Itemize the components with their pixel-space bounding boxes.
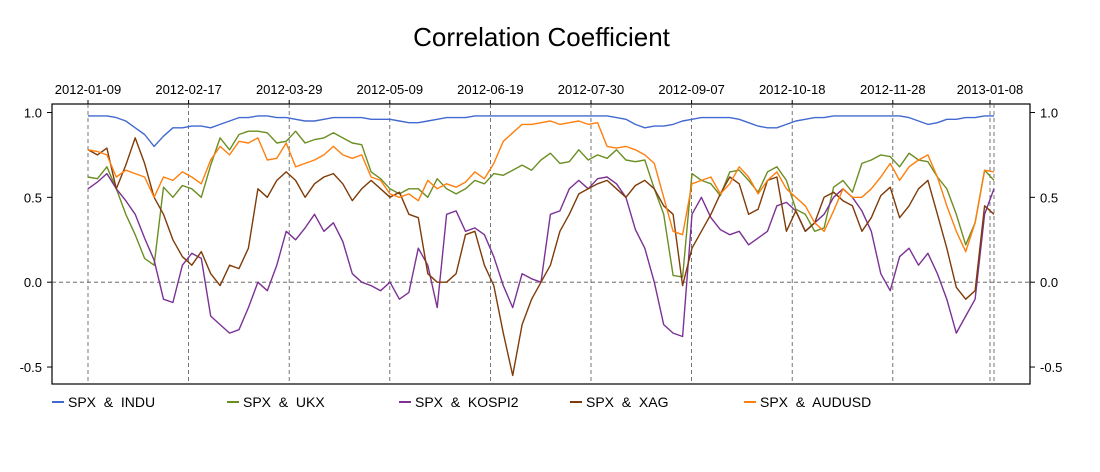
chart-title: Correlation Coefficient <box>413 22 670 52</box>
legend-label: SPX & UKX <box>243 394 325 410</box>
legend-label: SPX & XAG <box>586 394 669 410</box>
legend-item: SPX & KOSPI2 <box>399 394 519 410</box>
legend-swatch <box>570 401 582 403</box>
x-tick-label: 2012-06-19 <box>457 82 524 97</box>
legend-item: SPX & XAG <box>570 394 668 410</box>
legend-item: SPX & INDU <box>52 394 155 410</box>
legend-label: SPX & AUDUSD <box>760 394 872 410</box>
series-line <box>87 130 995 278</box>
y-tick-label-right: -0.5 <box>1040 360 1062 375</box>
y-tick-label-left: 1.0 <box>24 105 42 120</box>
x-tick-label: 2012-05-09 <box>357 82 424 97</box>
series-line <box>87 120 995 253</box>
y-tick-label-left: 0.0 <box>24 275 42 290</box>
legend-item: SPX & UKX <box>227 394 325 410</box>
plot-frame <box>51 103 1031 385</box>
x-tick-label: 2013-01-08 <box>957 82 1024 97</box>
y-tick-label-right: 0.0 <box>1040 275 1058 290</box>
legend-label: SPX & KOSPI2 <box>415 394 519 410</box>
y-tick-label-right: 0.5 <box>1040 190 1058 205</box>
legend-swatch <box>744 401 756 403</box>
x-tick-label: 2012-02-17 <box>155 82 222 97</box>
series-line <box>88 115 994 148</box>
x-tick-label: 2012-01-09 <box>55 82 122 97</box>
y-tick-label-right: 1.0 <box>1040 105 1058 120</box>
legend-swatch <box>227 401 239 403</box>
series-line <box>87 137 995 377</box>
y-tick-label-left: 0.5 <box>24 190 42 205</box>
legend-swatch <box>52 401 64 403</box>
legend-label: SPX & INDU <box>68 394 156 410</box>
x-tick-label: 2012-09-07 <box>658 82 725 97</box>
x-tick-label: 2012-11-28 <box>860 82 926 97</box>
series-line <box>87 172 995 338</box>
y-tick-label-left: -0.5 <box>20 360 42 375</box>
legend-swatch <box>399 401 411 403</box>
x-tick-label: 2012-10-18 <box>759 82 826 97</box>
x-tick-label: 2012-03-29 <box>256 82 323 97</box>
legend-item: SPX & AUDUSD <box>744 394 871 410</box>
x-tick-label: 2012-07-30 <box>558 82 625 97</box>
